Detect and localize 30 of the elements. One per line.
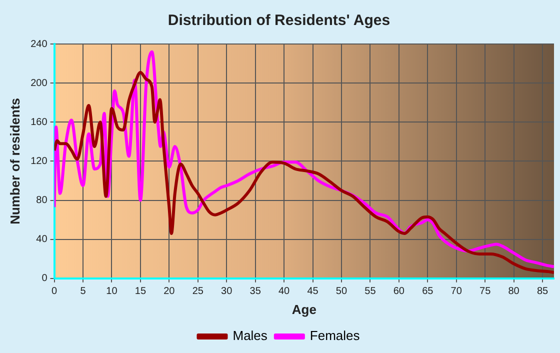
y-tick-label: 120 <box>30 156 48 167</box>
y-tick-label: 80 <box>36 195 48 206</box>
y-tick-label: 240 <box>30 38 48 50</box>
x-tick-label: 25 <box>192 286 204 298</box>
x-tick-label: 5 <box>80 286 86 298</box>
y-tick-label: 40 <box>36 234 48 246</box>
x-tick-label: 70 <box>450 286 462 298</box>
x-tick-label: 85 <box>536 286 549 298</box>
x-tick-label: 30 <box>221 286 233 298</box>
x-tick-label: 55 <box>364 286 376 298</box>
x-tick-label: 0 <box>52 286 58 298</box>
x-tick-label: 75 <box>480 286 492 298</box>
legend-label: Females <box>310 328 360 344</box>
x-tick-label: 40 <box>278 286 290 298</box>
x-tick-label: 15 <box>134 286 146 298</box>
y-axis-title: Number of residents <box>7 98 22 224</box>
y-tick-label: 0 <box>42 273 48 284</box>
chart-title: Distribution of Residents' Ages <box>168 12 390 30</box>
x-tick-label: 20 <box>164 286 176 298</box>
x-tick-label: 60 <box>393 286 405 298</box>
x-tick-label: 50 <box>336 286 348 298</box>
y-tick-label: 160 <box>30 116 48 128</box>
x-tick-label: 35 <box>250 286 262 298</box>
x-axis-title: Age <box>292 302 316 317</box>
x-tick-label: 10 <box>106 286 118 298</box>
x-tick-label: 45 <box>307 286 319 298</box>
legend-label: Males <box>232 328 268 344</box>
x-tick-label: 65 <box>422 286 434 298</box>
x-tick-label: 80 <box>508 286 520 298</box>
y-tick-label: 200 <box>30 78 48 89</box>
